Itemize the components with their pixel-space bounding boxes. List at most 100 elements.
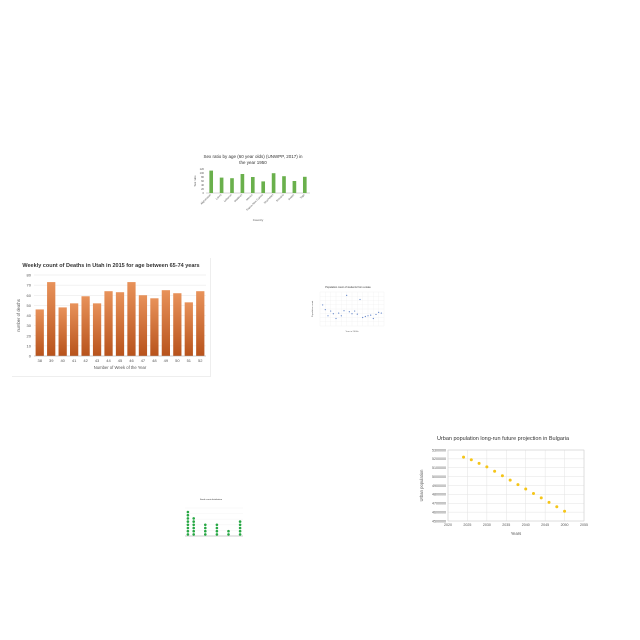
- data-point: [330, 310, 332, 312]
- bar: [292, 181, 297, 193]
- data-point: [354, 310, 356, 312]
- sex-ratio-chart: Sex ratio by age (60 year olds) (UNWPP, …: [188, 150, 318, 230]
- y-tick-label: 0: [203, 191, 205, 195]
- bar: [209, 170, 214, 193]
- data-dot: [192, 533, 195, 536]
- plot-frame: [447, 449, 585, 522]
- bar: [184, 302, 193, 356]
- bulgaria-urban-plot: 4500000 4600000 4700000 4800000 4900000 50000…: [419, 448, 588, 536]
- x-tick-label: 2055: [580, 523, 588, 527]
- x-tick-label: Lebanon: [223, 192, 233, 202]
- bar: [196, 291, 205, 356]
- seed-count-plot: [185, 507, 243, 537]
- utah-deaths-plot: 0 10 20 30 40 50 60 70 80 38 39 40 41 42 43 44 45 46 47 48 4…: [16, 273, 206, 370]
- x-tick-label: 41: [72, 358, 77, 363]
- bar: [81, 296, 90, 356]
- data-point: [462, 455, 466, 459]
- data-dot: [204, 529, 207, 533]
- chart-title: Seed count distribution: [199, 499, 223, 501]
- x-tick-label: 2025: [463, 523, 471, 527]
- population-scatter-chart: Population count of students from a stat…: [308, 284, 388, 336]
- y-tick-label: 5000000: [432, 475, 446, 479]
- x-tick-label: Papua New Guinea: [245, 192, 264, 211]
- x-tick-label: Seychelles: [263, 192, 275, 204]
- x-tick-label: Maldives: [233, 192, 244, 203]
- x-tick-label: Togo: [299, 192, 306, 199]
- y-tick-label: 20: [27, 333, 32, 338]
- data-dot: [192, 523, 195, 527]
- data-point: [370, 314, 372, 316]
- chart-title: Sex ratio by age (60 year olds) (UNWPP, …: [188, 154, 318, 166]
- utah-deaths-chart: Weekly count of Deaths in Utah in 2015 f…: [12, 258, 211, 377]
- data-point: [555, 505, 559, 509]
- data-point: [372, 317, 374, 320]
- bar: [35, 309, 44, 356]
- y-tick-label: 70: [27, 283, 32, 288]
- y-tick-label: 20: [201, 187, 204, 191]
- bar: [150, 298, 159, 356]
- data-point: [547, 500, 551, 504]
- x-axis-label: Year in 2000s: [345, 330, 359, 333]
- bar: [240, 174, 245, 193]
- y-tick-label: 60: [201, 179, 204, 183]
- data-point: [367, 315, 369, 317]
- bar: [138, 295, 148, 356]
- bar: [173, 293, 182, 356]
- data-point: [493, 469, 497, 473]
- data-point: [380, 312, 382, 314]
- data-point: [340, 315, 342, 317]
- data-point: [508, 478, 512, 482]
- x-tick-label: Afghanistan: [199, 192, 212, 205]
- data-dot: [238, 529, 242, 533]
- y-tick-label: 80: [27, 273, 32, 278]
- bar: [115, 292, 125, 356]
- y-tick-label: 4900000: [432, 484, 446, 488]
- x-tick-label: 47: [141, 358, 146, 363]
- bar: [261, 181, 266, 193]
- data-point: [516, 483, 520, 487]
- bar: [47, 282, 56, 356]
- x-tick-label: 44: [106, 358, 111, 363]
- data-dot: [227, 529, 230, 533]
- data-point: [364, 315, 366, 318]
- bar: [104, 291, 113, 356]
- data-point: [378, 311, 380, 313]
- x-tick-label: 51: [187, 358, 192, 363]
- data-point: [477, 461, 481, 465]
- data-point: [346, 294, 348, 296]
- y-tick-label: 30: [27, 323, 32, 328]
- x-tick-label: 2045: [541, 523, 549, 527]
- data-dot: [238, 526, 242, 530]
- y-tick-label: 0: [29, 354, 32, 359]
- x-axis-label: Country: [253, 218, 264, 222]
- data-point: [324, 309, 326, 311]
- bar: [58, 307, 67, 356]
- y-tick-label: 100: [200, 171, 205, 175]
- data-point: [322, 304, 324, 306]
- x-tick-label: Slovakia: [275, 192, 285, 202]
- data-dot: [186, 523, 190, 527]
- bar: [230, 178, 234, 193]
- data-point: [469, 458, 473, 462]
- bar: [161, 290, 170, 356]
- x-axis-label: Number of Week of the Year: [94, 365, 147, 370]
- x-tick-label: 52: [198, 358, 203, 363]
- data-point: [332, 313, 334, 315]
- x-tick-label: Latvia: [215, 192, 223, 200]
- x-tick-label: 2030: [483, 523, 491, 527]
- data-dot: [192, 517, 195, 520]
- x-tick-label: 2020: [444, 523, 452, 527]
- x-tick-label: 42: [83, 358, 88, 363]
- bar: [282, 176, 286, 193]
- data-dot: [186, 517, 190, 520]
- chart-title: Population count of students from a stat…: [325, 286, 371, 289]
- data-dot: [204, 533, 207, 536]
- population-scatter-plot: Year in 2000s Population count: [311, 291, 385, 333]
- data-dot: [186, 510, 190, 514]
- y-tick-label: 5300000: [432, 448, 446, 452]
- chart-title-line-1: Sex ratio by age (60 year olds) (UNWPP, …: [203, 154, 303, 159]
- data-point: [539, 496, 543, 500]
- data-dot: [215, 529, 219, 533]
- data-dot: [238, 523, 242, 527]
- y-tick-label: 5100000: [432, 466, 446, 470]
